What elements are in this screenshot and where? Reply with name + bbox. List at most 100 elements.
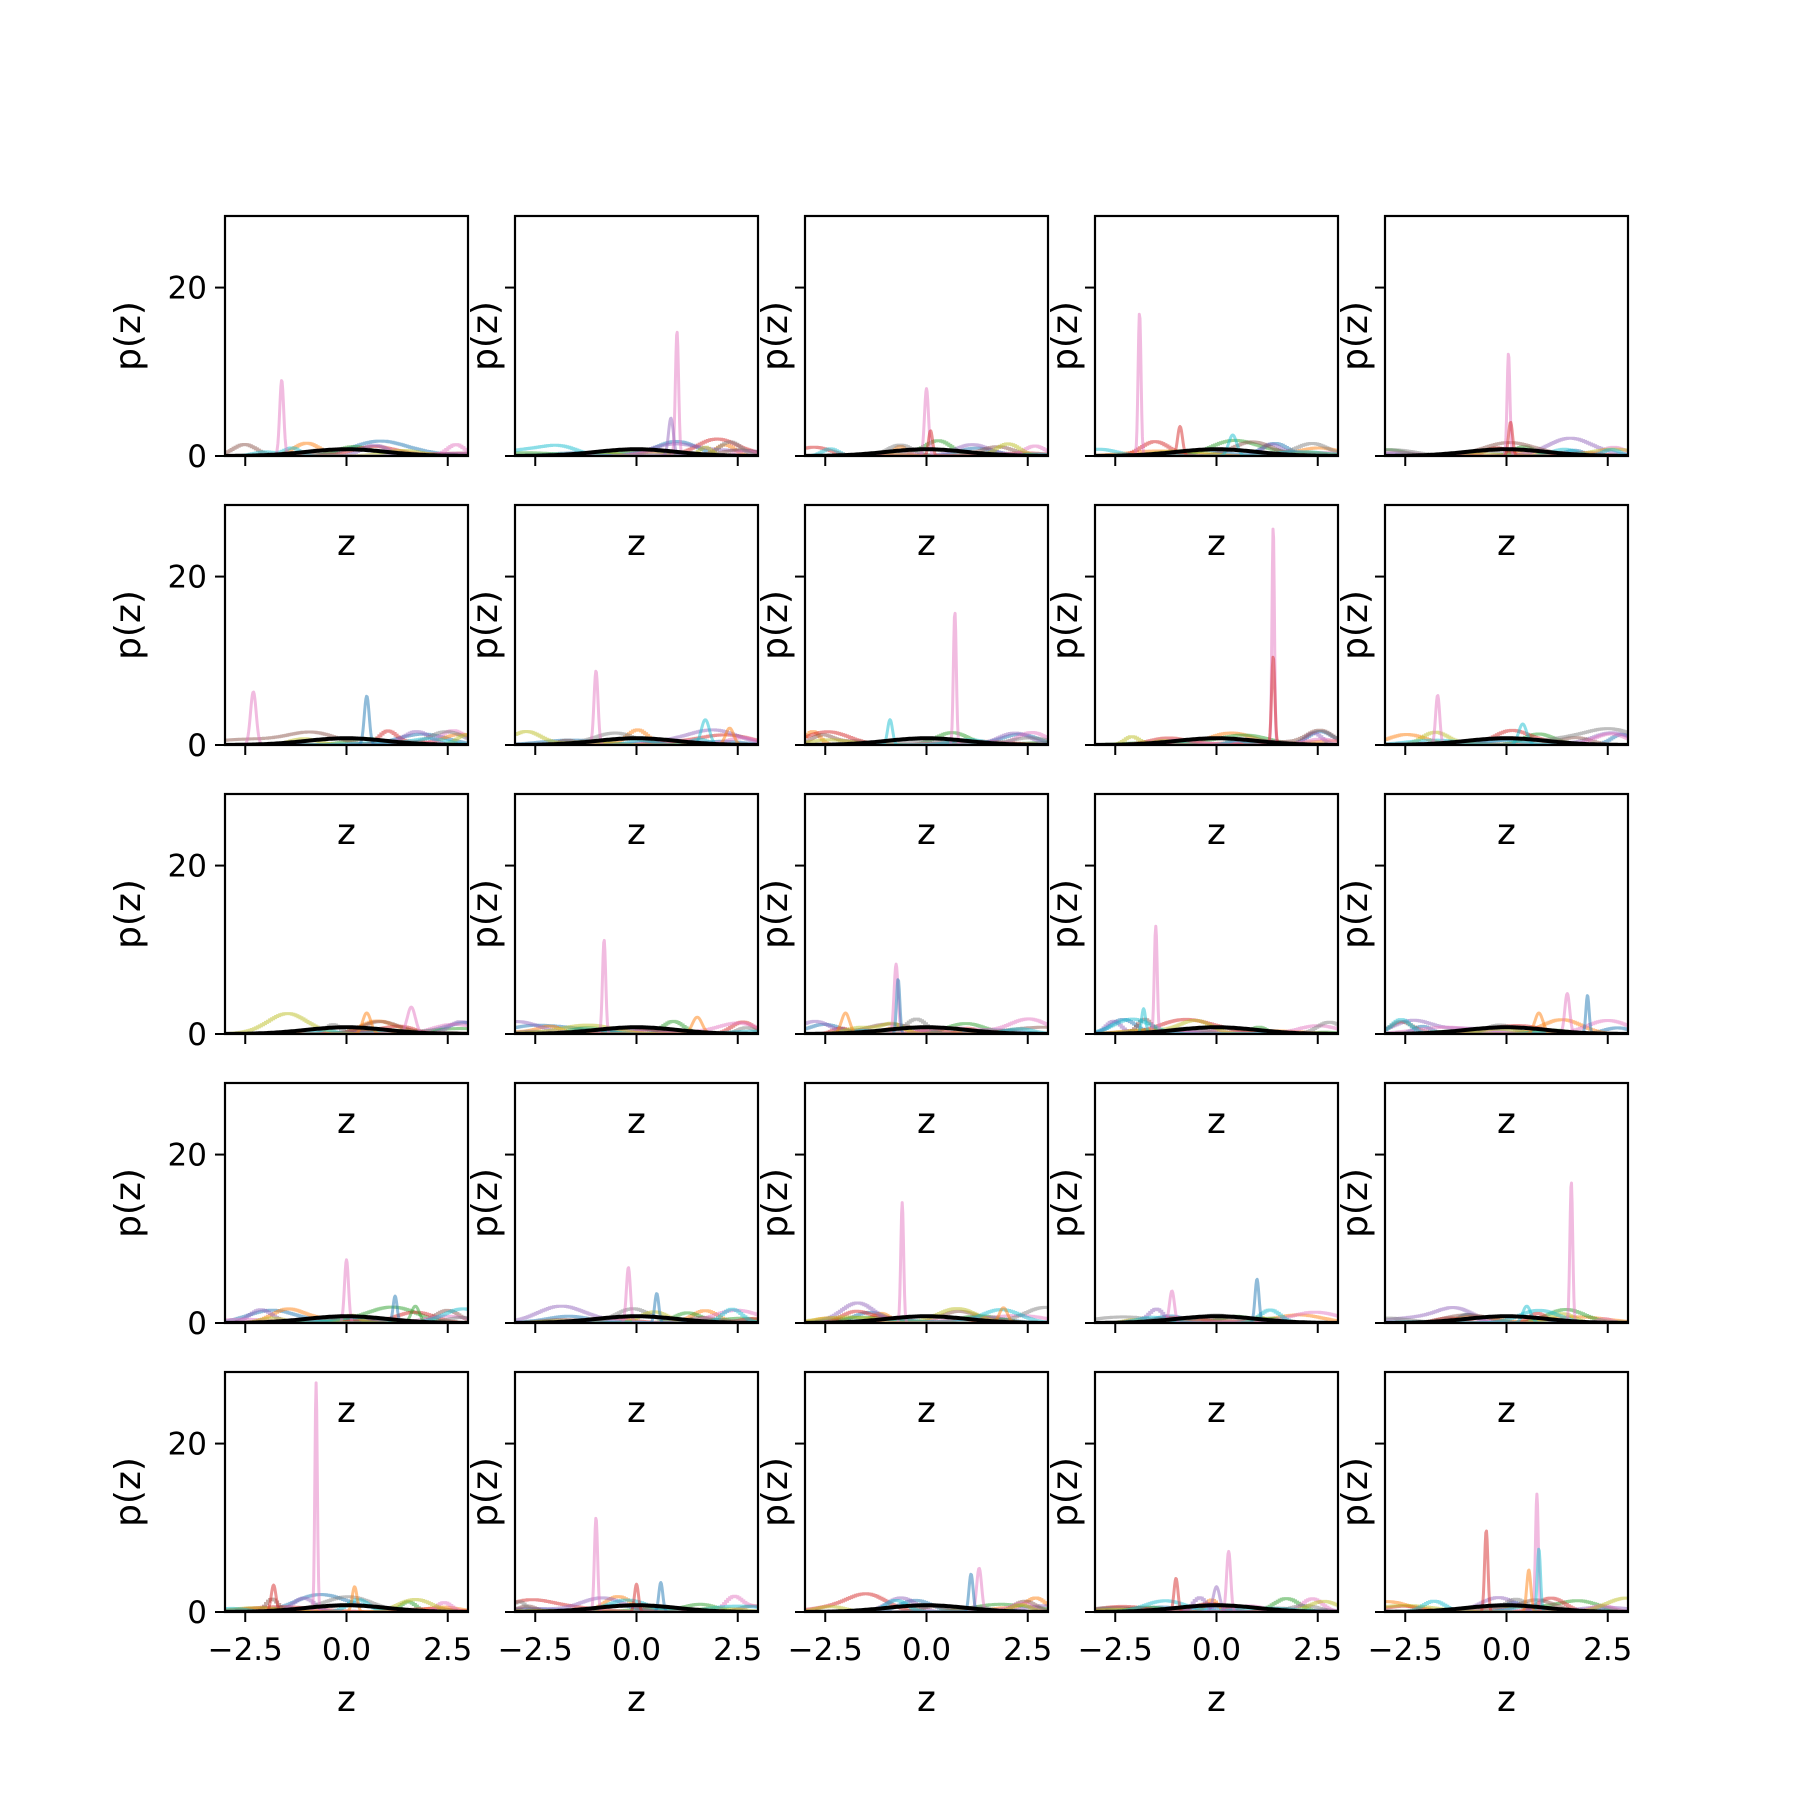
subplot-r1-c1: z p(z) [465,503,760,853]
peak-curve [805,429,1048,456]
subplot-r2-c3: z p(z) [1045,792,1340,1142]
y-axis-label: p(z) [108,1168,149,1238]
y-tick-label: 20 [168,271,207,307]
plot-area [1095,924,1338,1034]
x-axis-label: z [1207,523,1226,564]
peak-curve [225,379,468,456]
plot-area [805,611,1048,745]
peak-curve [1385,994,1628,1034]
subplot-r0-c4: z p(z) [1335,214,1630,564]
y-axis-label: p(z) [1045,1168,1086,1238]
x-axis-label: z [627,1101,646,1142]
y-axis-label: p(z) [465,301,506,371]
y-axis-label: p(z) [465,879,506,949]
plot-area [1385,1492,1628,1612]
background-curve [225,1598,468,1612]
y-axis-label: p(z) [465,590,506,660]
x-tick-label: −2.5 [208,1632,283,1668]
y-axis-label: p(z) [108,1457,149,1527]
axes-frame [1093,214,1340,458]
y-tick-label: 20 [168,849,207,885]
y-tick-label: 0 [187,728,207,764]
y-axis-label: p(z) [1045,301,1086,371]
plot-area [1385,352,1628,456]
peak-curve [1095,312,1338,456]
x-axis-label: z [1497,1390,1516,1431]
background-curve [225,1022,468,1034]
y-axis-label: p(z) [755,1457,796,1527]
x-tick-label: 2.5 [1003,1632,1052,1668]
subplot-r3-c2: z p(z) [755,1081,1050,1431]
subplot-r3-c3: z p(z) [1045,1081,1340,1431]
subplot-r4-c1: −2.5 0.0 2.5 z p(z) [465,1370,762,1720]
y-axis-label: p(z) [1335,1168,1376,1238]
x-tick-label: −2.5 [1078,1632,1153,1668]
y-tick-label: 20 [168,1427,207,1463]
subplot-r0-c3: z p(z) [1045,214,1340,564]
x-axis-label: z [337,1390,356,1431]
subplot-r4-c4: −2.5 0.0 2.5 z p(z) [1335,1370,1632,1720]
peak-curve [805,611,1048,745]
x-axis-label: z [1497,812,1516,853]
x-axis-label: z [337,1101,356,1142]
subplot-r2-c2: z p(z) [755,792,1050,1142]
subplot-r1-c3: z p(z) [1045,503,1340,853]
axes-frame [803,214,1050,458]
x-axis-label: z [917,1101,936,1142]
x-axis-label: z [917,523,936,564]
subplot-r3-c4: z p(z) [1335,1081,1630,1431]
y-axis-label: p(z) [755,301,796,371]
plot-area [805,387,1048,456]
x-tick-label: 0.0 [322,1632,371,1668]
peak-curve [1385,421,1628,456]
peak-curve [1385,352,1628,456]
y-axis-label: p(z) [1045,879,1086,949]
y-tick-label: 0 [187,1017,207,1053]
background-curve [515,440,758,456]
background-curve [1385,738,1628,745]
x-axis-label: z [1207,1390,1226,1431]
peak-curve [805,387,1048,456]
subplot-r0-c1: z p(z) [465,214,760,564]
y-tick-label: 0 [187,1306,207,1342]
subplot-r4-c0: −2.5 0.0 2.5 0 20 z p(z) [108,1370,472,1720]
x-tick-label: 2.5 [423,1632,472,1668]
x-tick-label: 2.5 [1583,1632,1632,1668]
y-axis-label: p(z) [1045,590,1086,660]
peak-curve [515,938,758,1034]
x-axis-label: z [627,523,646,564]
peak-curve [515,1516,758,1612]
background-curve [515,1594,758,1612]
background-curve [515,1304,758,1323]
plot-area [805,1201,1048,1323]
background-curve [225,730,468,745]
x-axis-label: z [1207,1101,1226,1142]
subplot-r3-c1: z p(z) [465,1081,760,1431]
background-curve [225,729,468,745]
plot-area [515,330,758,456]
axes-frame [223,214,470,458]
y-axis-label: p(z) [755,879,796,949]
x-tick-label: −2.5 [1368,1632,1443,1668]
background-curve [515,1596,758,1612]
background-curve [225,443,468,456]
x-axis-label: z [627,1679,646,1720]
x-tick-label: −2.5 [788,1632,863,1668]
peak-curve [515,1582,758,1612]
x-axis-label: z [1497,1101,1516,1142]
x-tick-label: 2.5 [1293,1632,1342,1668]
y-tick-label: 20 [168,1138,207,1174]
plot-area [225,690,468,745]
x-tick-label: 0.0 [902,1632,951,1668]
x-axis-label: z [1497,523,1516,564]
plot-area [805,1566,1048,1612]
x-axis-label: z [337,1679,356,1720]
x-tick-label: 0.0 [1482,1632,1531,1668]
peak-curve [1095,655,1338,745]
y-axis-label: p(z) [108,879,149,949]
x-axis-label: z [1207,812,1226,853]
peak-curve [225,1258,468,1323]
plot-area [515,1266,758,1323]
y-axis-label: p(z) [1335,879,1376,949]
